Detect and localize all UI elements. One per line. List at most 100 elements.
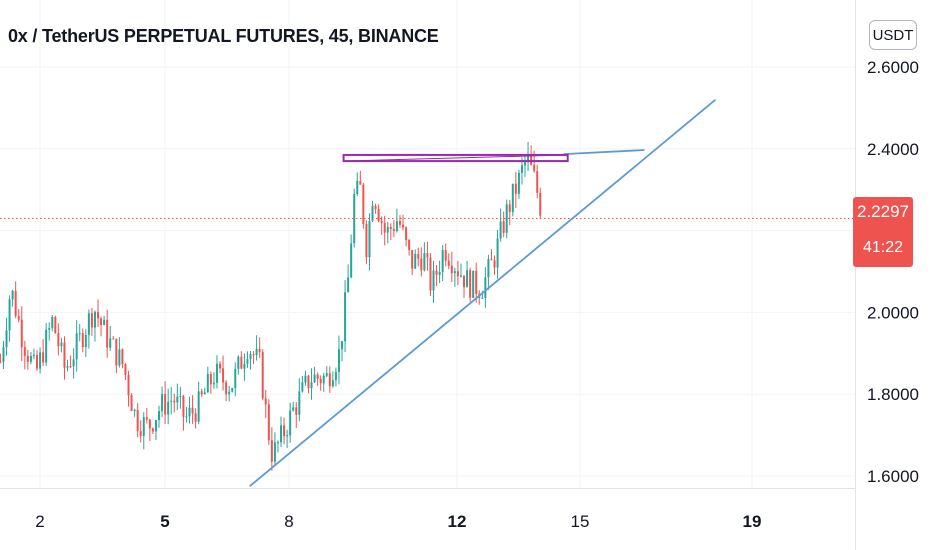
last-price-label: 2.2297	[857, 202, 909, 221]
candle-body	[337, 349, 340, 372]
candle-body	[118, 349, 121, 366]
resistance-zone-box[interactable]	[342, 153, 569, 163]
trend-line[interactable]	[563, 149, 645, 156]
candle-body	[386, 226, 389, 233]
candle-body	[505, 204, 508, 233]
grid	[0, 0, 855, 488]
candle-body	[258, 348, 261, 353]
candle-body	[490, 259, 493, 261]
candle-body	[331, 380, 334, 387]
candle-body	[54, 316, 57, 334]
candle-body	[295, 407, 298, 415]
candle-body	[167, 401, 170, 415]
candle-body	[383, 223, 386, 233]
candle-body	[429, 257, 432, 291]
candle-body	[493, 260, 496, 268]
candle-body	[270, 440, 273, 462]
candle-body	[78, 333, 81, 335]
candle-body	[524, 160, 527, 166]
candle-body	[93, 311, 96, 328]
resistance-zone-diagonal	[343, 154, 568, 162]
candles	[0, 141, 542, 471]
y-tick-label: 2.6000	[867, 58, 919, 77]
candle-body	[133, 410, 136, 412]
candle-body	[124, 364, 127, 375]
candle-body	[310, 382, 313, 389]
candle-body	[411, 249, 414, 269]
candle-body	[328, 373, 331, 387]
candle-body	[334, 371, 337, 381]
candle-body	[469, 270, 472, 298]
x-tick-label: 15	[571, 512, 590, 531]
candle-body	[212, 382, 215, 385]
candle-body	[365, 223, 368, 258]
candle-body	[313, 374, 316, 383]
candle-body	[60, 342, 63, 347]
currency-button[interactable]: USDT	[869, 20, 917, 50]
candle-body	[191, 407, 194, 414]
candle-body	[267, 404, 270, 441]
candle-body	[84, 334, 87, 348]
candle-body	[170, 400, 173, 402]
x-tick-label: 5	[160, 512, 169, 531]
candle-body	[280, 425, 283, 443]
candle-body	[249, 354, 252, 360]
candle-body	[45, 329, 48, 363]
candle-body	[261, 352, 264, 399]
candle-body	[475, 270, 478, 294]
candle-body	[90, 313, 93, 328]
candle-body	[484, 277, 487, 298]
candle-body	[325, 373, 328, 376]
candle-body	[481, 297, 484, 299]
candle-body	[353, 193, 356, 244]
candle-body	[194, 413, 197, 422]
candle-body	[32, 354, 35, 356]
drawings[interactable]	[249, 99, 717, 487]
candle-body	[145, 417, 148, 420]
y-tick-label: 1.6000	[867, 467, 919, 486]
bar-countdown-label: 41:22	[862, 239, 904, 256]
candle-body	[435, 270, 438, 275]
candle-body	[0, 361, 2, 363]
candle-body	[417, 254, 420, 259]
symbol-title[interactable]: 0x / TetherUS PERPETUAL FUTURES, 45, BIN…	[8, 26, 439, 46]
candle-body	[176, 396, 179, 403]
candle-body	[499, 221, 502, 239]
candle-body	[206, 374, 209, 393]
candle-body	[158, 411, 161, 421]
candle-body	[36, 354, 39, 369]
candle-body	[374, 205, 377, 210]
candle-body	[164, 394, 167, 415]
candle-body	[456, 271, 459, 277]
candle-body	[106, 319, 109, 348]
candle-body	[536, 171, 539, 193]
candle-body	[450, 265, 453, 274]
candle-body	[487, 259, 490, 278]
candle-body	[2, 347, 5, 362]
candle-body	[347, 277, 350, 293]
candle-body	[514, 183, 517, 194]
candle-body	[103, 319, 106, 325]
candle-body	[200, 391, 203, 395]
candle-body	[154, 420, 157, 432]
candle-body	[39, 352, 42, 369]
candle-body	[502, 221, 505, 233]
candle-body	[350, 243, 353, 278]
candle-body	[359, 180, 362, 185]
candle-body	[209, 374, 212, 385]
candle-body	[508, 204, 511, 212]
candle-body	[389, 226, 392, 229]
candle-body	[420, 258, 423, 271]
candle-body	[66, 366, 69, 368]
candle-body	[307, 375, 310, 389]
candle-body	[42, 352, 45, 363]
candle-body	[530, 153, 533, 165]
candle-body	[136, 410, 139, 432]
candle-body	[316, 374, 319, 379]
candle-body	[466, 270, 469, 288]
trend-line[interactable]	[249, 99, 717, 487]
candle-body	[301, 382, 304, 392]
candle-body	[441, 250, 444, 272]
